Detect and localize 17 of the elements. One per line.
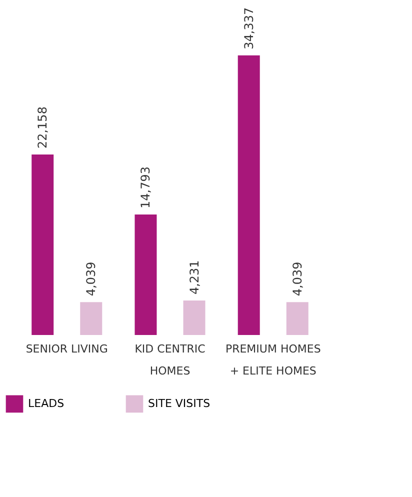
- data-label: 4,231: [187, 260, 202, 295]
- x-tick-label: SENIOR LIVING: [26, 342, 108, 356]
- bar: [238, 55, 260, 335]
- bar: [286, 302, 308, 335]
- data-label: 4,039: [290, 262, 304, 296]
- data-label: 22,158: [36, 106, 50, 149]
- legend-label: SITE VISITS: [148, 396, 210, 410]
- x-tick-label: KID CENTRIC HOMES: [134, 342, 206, 378]
- bar: [134, 214, 157, 335]
- legend-label: LEADS: [28, 396, 64, 410]
- data-label: 14,793: [138, 166, 153, 209]
- bar: [183, 300, 206, 335]
- x-tick-label: PREMIUM HOMES + ELITE HOMES: [225, 342, 321, 378]
- bar: [80, 302, 102, 335]
- data-label: 4,039: [84, 262, 98, 296]
- data-label: 34,337: [242, 7, 256, 50]
- bar: [32, 154, 54, 335]
